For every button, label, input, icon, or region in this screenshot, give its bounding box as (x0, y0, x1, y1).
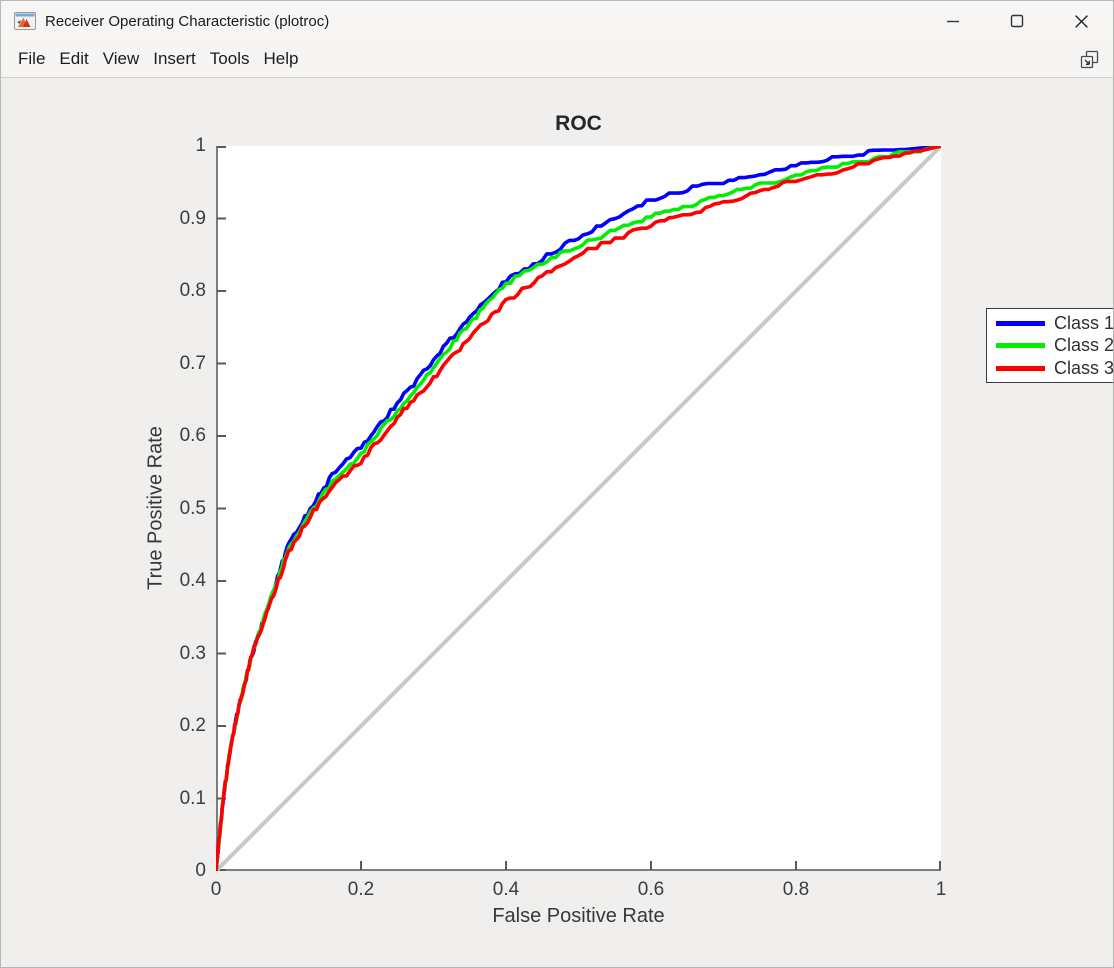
chart-title: ROC (555, 112, 602, 135)
matlab-app-icon (14, 12, 36, 30)
window-title: Receiver Operating Characteristic (plotr… (45, 12, 330, 30)
roc-svg (216, 146, 941, 871)
x-tick-label: 0.6 (637, 879, 665, 900)
y-tick-label: 0.7 (179, 352, 206, 374)
x-axis-label: False Positive Rate (492, 905, 665, 927)
close-button[interactable] (1049, 1, 1113, 41)
y-tick-label: 0.6 (179, 425, 206, 446)
y-tick-label: 0.5 (179, 497, 206, 519)
menu-bar: File Edit View Insert Tools Help (1, 41, 1113, 78)
figure-canvas: ROC False Positive Rate True Positive Ra… (1, 79, 1113, 967)
x-tick-label: 0.8 (782, 879, 810, 900)
close-icon (1074, 14, 1088, 28)
y-tick-label: 1 (195, 135, 206, 156)
legend-box[interactable]: Class 1 Class 2 Class 3 (986, 308, 1114, 383)
x-tick-label: 0.4 (492, 879, 520, 900)
legend-line-sample (996, 365, 1045, 371)
y-tick-label: 0.9 (179, 207, 206, 229)
legend-label: Class 1 (1054, 312, 1114, 333)
menu-help[interactable]: Help (263, 49, 299, 68)
y-tick-label: 0 (195, 860, 206, 881)
x-tick-label: 1 (935, 879, 947, 900)
menu-file[interactable]: File (18, 49, 46, 68)
minimize-button[interactable] (921, 1, 985, 41)
y-tick-label: 0.8 (179, 280, 206, 301)
x-tick-label: 0.2 (347, 879, 375, 900)
legend-entry-class-3[interactable]: Class 3 (996, 357, 1114, 379)
legend-line-sample (996, 320, 1045, 326)
y-tick-label: 0.4 (179, 570, 206, 591)
dock-figure-button[interactable] (1077, 47, 1103, 73)
menu-edit[interactable]: Edit (59, 49, 89, 68)
y-tick-label: 0.1 (179, 787, 206, 809)
menu-tools[interactable]: Tools (209, 49, 250, 68)
legend-label: Class 2 (1054, 335, 1114, 355)
legend-label: Class 3 (1054, 357, 1114, 378)
y-tick-label: 0.3 (179, 642, 206, 664)
y-tick-label: 0.2 (179, 715, 206, 736)
reference-diagonal-line (216, 146, 941, 871)
maximize-icon (1010, 14, 1024, 28)
menu-insert[interactable]: Insert (153, 49, 196, 68)
legend-line-sample (996, 343, 1045, 348)
title-bar: Receiver Operating Characteristic (plotr… (1, 1, 1113, 41)
plot-area: Class 1 Class 2 Class 3 (216, 146, 1113, 871)
x-tick-label: 0 (210, 879, 222, 900)
maximize-button[interactable] (985, 1, 1049, 41)
roc-curve-class-3[interactable] (216, 146, 941, 871)
legend-entry-class-1[interactable]: Class 1 (996, 312, 1114, 334)
window-controls (921, 1, 1113, 41)
dock-figure-icon (1080, 50, 1099, 69)
minimize-icon (947, 20, 959, 23)
legend-entry-class-2[interactable]: Class 2 (996, 335, 1114, 356)
menu-view[interactable]: View (102, 49, 140, 68)
